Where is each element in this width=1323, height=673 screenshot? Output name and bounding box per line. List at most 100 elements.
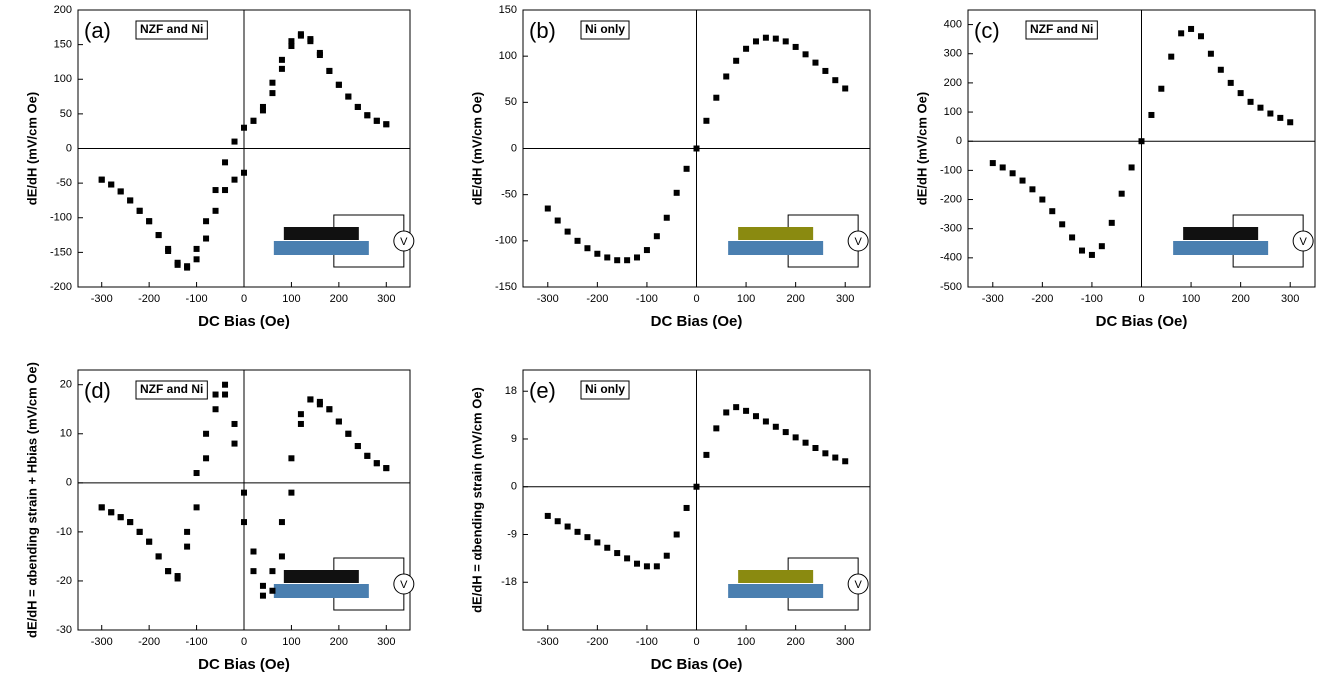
data-point: [1277, 114, 1284, 121]
data-point: [782, 429, 789, 436]
x-tick-label: 200: [786, 636, 804, 648]
x-tick-label: -300: [982, 293, 1004, 305]
inset-meter: [393, 573, 415, 595]
data-point: [212, 406, 219, 413]
y-axis-title: dE/dH = αbending strain + Hbias (mV/cm O…: [24, 362, 39, 638]
y-tick-label: 300: [944, 48, 962, 60]
data-point: [713, 94, 720, 101]
panel-tag: NZF and Ni: [140, 22, 203, 36]
inset-layer: [738, 227, 814, 240]
data-point: [278, 553, 285, 560]
data-point: [604, 254, 611, 261]
data-point: [1069, 234, 1076, 241]
x-tick-label: 0: [693, 293, 699, 305]
y-tick-label: -10: [56, 526, 72, 538]
data-point: [1039, 196, 1046, 203]
data-point: [146, 218, 153, 225]
data-point: [184, 528, 191, 535]
data-point: [634, 560, 641, 567]
data-point: [604, 544, 611, 551]
x-tick-label: 200: [330, 636, 348, 648]
y-tick-label: 0: [511, 481, 517, 493]
inset-substrate: [273, 584, 369, 598]
data-point: [136, 207, 143, 214]
x-tick-label: -200: [586, 293, 608, 305]
data-point: [316, 401, 323, 408]
data-point: [634, 254, 641, 261]
data-point: [278, 519, 285, 526]
data-point: [326, 406, 333, 413]
data-point: [1049, 208, 1056, 215]
data-point: [278, 65, 285, 72]
data-point: [1257, 104, 1264, 111]
data-point: [241, 519, 247, 526]
data-point: [703, 451, 710, 458]
x-tick-label: -200: [138, 636, 160, 648]
data-point: [663, 552, 670, 559]
inset: V: [273, 214, 415, 268]
data-point: [316, 49, 323, 56]
data-point: [259, 107, 266, 114]
data-point: [174, 575, 181, 582]
data-point: [184, 263, 191, 270]
data-point: [643, 247, 650, 254]
data-point: [222, 187, 229, 194]
y-tick-label: 150: [499, 4, 517, 16]
data-point: [383, 121, 390, 128]
x-tick-label: -100: [636, 293, 658, 305]
data-point: [98, 504, 105, 511]
data-point: [743, 45, 750, 52]
y-tick-label: 100: [54, 73, 72, 85]
x-axis-title: DC Bias (Oe): [651, 313, 743, 330]
data-point: [782, 38, 789, 45]
y-tick-label: -150: [495, 281, 517, 293]
y-axis-title: dE/dH (mV/cm Oe): [469, 92, 484, 205]
inset: V: [273, 557, 415, 611]
data-point: [1287, 119, 1294, 126]
data-point: [364, 452, 371, 459]
data-point: [989, 160, 996, 167]
data-point: [231, 440, 238, 447]
panel-label: (d): [84, 378, 111, 403]
data-point: [269, 587, 276, 594]
y-tick-label: 50: [505, 96, 517, 108]
panel-tag: Ni only: [585, 382, 625, 396]
y-tick-label: 18: [505, 385, 517, 397]
x-tick-label: -300: [537, 293, 559, 305]
data-point: [1118, 190, 1125, 197]
data-point: [231, 138, 238, 145]
data-point: [155, 553, 162, 560]
data-point: [733, 57, 740, 64]
y-axis-title: dE/dH = αbending strain (mV/cm Oe): [469, 387, 484, 613]
data-point: [212, 187, 219, 194]
data-point: [136, 528, 143, 535]
y-tick-label: 200: [944, 77, 962, 89]
data-point: [564, 523, 571, 530]
inset: V: [728, 557, 869, 611]
data-point: [614, 257, 621, 264]
data-point: [1019, 177, 1026, 184]
data-point: [307, 36, 314, 43]
data-point: [683, 504, 690, 511]
data-point: [802, 51, 809, 58]
x-tick-label: 100: [282, 293, 300, 305]
data-point: [1178, 30, 1185, 37]
data-point: [127, 519, 134, 526]
x-tick-label: 100: [282, 636, 300, 648]
y-tick-label: -400: [940, 252, 962, 264]
data-point: [259, 103, 266, 110]
x-axis-title: DC Bias (Oe): [198, 656, 290, 673]
inset-label: V: [854, 236, 862, 248]
panel-label: (c): [974, 18, 1000, 43]
data-point: [269, 90, 276, 97]
inset: V: [1173, 214, 1314, 268]
x-tick-label: -200: [1031, 293, 1053, 305]
data-point: [288, 38, 295, 45]
data-point: [326, 67, 333, 74]
data-point: [713, 425, 720, 432]
data-point: [373, 117, 380, 124]
data-point: [108, 181, 115, 188]
x-tick-label: -100: [186, 293, 208, 305]
inset-substrate: [728, 584, 824, 598]
data-point: [1079, 247, 1086, 254]
